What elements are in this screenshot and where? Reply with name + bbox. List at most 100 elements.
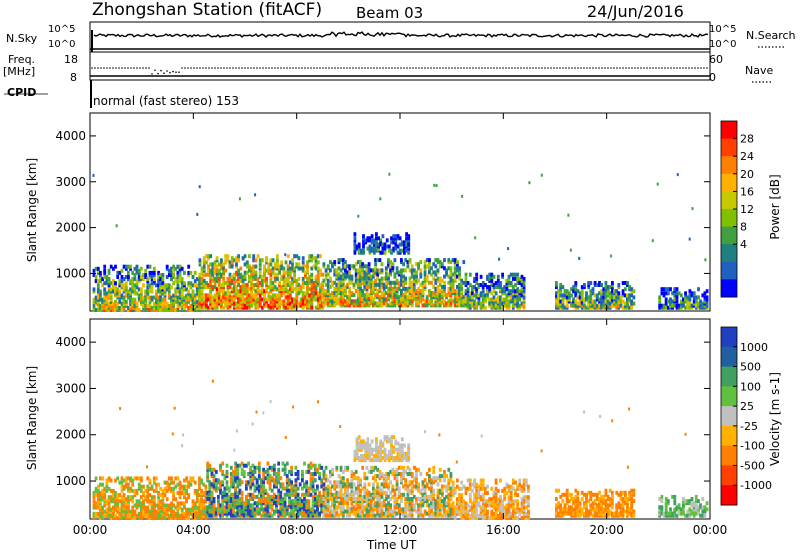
data-cell [335,490,339,495]
data-cell [402,301,405,306]
data-cell [124,511,128,516]
data-cell [361,264,365,269]
data-cell [490,274,494,279]
data-cell [391,262,395,267]
data-cell [210,490,214,495]
data-cell [148,270,152,275]
data-cell [430,291,433,296]
data-cell [415,280,418,285]
data-cell [369,497,373,501]
data-cell [333,260,337,265]
data-cell [226,276,230,281]
data-cell [354,280,358,285]
data-cell [236,497,240,501]
nave-point [298,67,300,69]
data-cell [161,503,165,508]
data-cell [200,499,203,504]
nave-point [193,67,195,69]
data-cell [468,297,472,302]
data-cell [326,490,330,495]
data-cell [432,270,436,275]
data-cell [337,272,341,277]
data-cell [331,467,334,472]
nsearch-label: N.Search [746,29,796,42]
data-cell [152,513,156,518]
data-cell [215,303,219,308]
data-cell [170,297,173,302]
data-cell [419,488,423,493]
data-cell [247,499,250,504]
data-cell [157,511,160,516]
data-cell [372,490,375,495]
data-cell [204,516,208,520]
data-cell [419,268,423,273]
data-cell [229,511,233,516]
data-cell [288,274,292,279]
nave-point [535,67,537,69]
data-cell [309,472,313,476]
data-cell [235,303,238,308]
data-cell [208,480,212,485]
data-cell [382,282,386,287]
data-cell [155,289,158,294]
data-cell [209,274,213,279]
nave-point [331,67,333,69]
data-cell [516,301,520,306]
data-cell [258,258,262,263]
data-cell [313,503,317,508]
data-cell [311,513,315,518]
data-cell [278,303,281,308]
data-cell [183,478,186,483]
data-cell [252,258,256,263]
data-cell [380,482,384,487]
data-cell [397,503,401,508]
data-cell [387,297,390,302]
data-cell [290,488,293,493]
data-cell [423,282,427,287]
data-cell [628,287,631,292]
data-cell [572,289,575,294]
data-cell [322,301,326,306]
data-cell [285,461,289,466]
nave-point [235,67,237,69]
data-cell [367,297,371,302]
data-cell [198,303,202,308]
data-cell [356,278,360,283]
data-cell [440,295,444,300]
data-cell [630,303,634,308]
data-cell [219,463,222,468]
data-cell [139,295,143,300]
data-cell [260,486,263,491]
data-cell [137,275,141,279]
data-cell [329,276,332,281]
data-cell [183,486,186,491]
data-cell [400,297,403,302]
data-cell [249,484,253,489]
data-cell [214,513,218,518]
data-cell [163,493,167,498]
data-cell [144,273,148,277]
data-cell [276,287,279,292]
data-cell [273,478,276,483]
data-cell [148,478,152,483]
data-cell [105,279,109,284]
data-cell [99,306,102,310]
nave-point [481,67,483,69]
data-cell [159,283,163,288]
data-cell [157,270,160,275]
data-cell [234,513,237,518]
data-cell [412,286,416,291]
data-cell [254,299,258,304]
data-cell [466,301,470,306]
data-cell [152,505,156,510]
data-cell [146,513,150,518]
data-cell [112,516,115,520]
data-cell [185,287,188,292]
data-cell [118,480,122,485]
data-cell [434,264,438,269]
data-cell [684,305,687,310]
data-cell [479,293,483,298]
data-cell [252,276,256,281]
data-cell [329,284,332,289]
data-cell [402,295,405,300]
